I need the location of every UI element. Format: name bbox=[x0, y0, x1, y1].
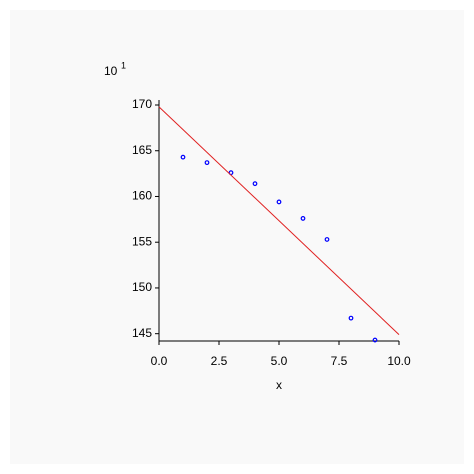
data-point bbox=[348, 315, 354, 321]
x-tick-label: 7.5 bbox=[331, 354, 348, 368]
data-point bbox=[372, 337, 378, 343]
data-point bbox=[180, 154, 186, 160]
multiplier: 10 bbox=[104, 64, 118, 78]
data-point bbox=[324, 237, 330, 242]
y-tick-label: 170 bbox=[132, 97, 152, 111]
y-tick-label: 145 bbox=[132, 326, 152, 340]
x-axis-label: x bbox=[276, 378, 282, 392]
x-tick-label: 0.0 bbox=[151, 354, 168, 368]
data-point bbox=[300, 216, 306, 221]
x-tick-label: 10.0 bbox=[387, 354, 411, 368]
data-point bbox=[252, 181, 258, 187]
y-tick-label: 165 bbox=[132, 143, 152, 157]
multiplier-exponent: 1 bbox=[121, 60, 126, 70]
background bbox=[10, 10, 464, 464]
x-tick-label: 5.0 bbox=[271, 354, 288, 368]
x-tick-label: 2.5 bbox=[211, 354, 228, 368]
y-tick-label: 150 bbox=[132, 280, 152, 294]
y-tick-label: 155 bbox=[132, 234, 152, 248]
fit-line bbox=[158, 106, 400, 335]
data-point bbox=[276, 199, 282, 205]
data-point bbox=[204, 160, 210, 166]
y-tick-label: 160 bbox=[132, 189, 152, 203]
